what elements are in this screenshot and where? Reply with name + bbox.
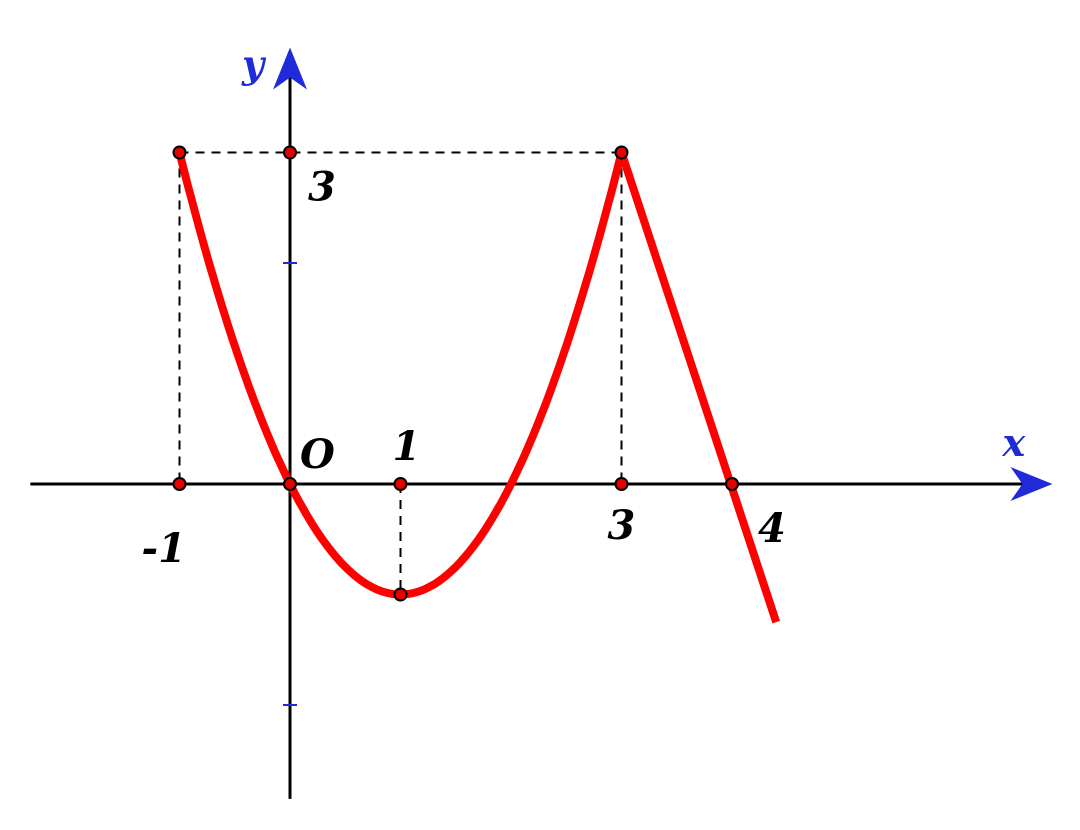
tick-labels: -1 1 3 4 3 O <box>142 164 786 573</box>
x-tick-label-3: 3 <box>608 502 636 549</box>
x-axis-arrow-icon <box>1010 467 1053 501</box>
point-3-3 <box>614 145 629 160</box>
x-tick-label--1: -1 <box>142 525 186 572</box>
point-1-0 <box>393 477 408 491</box>
y-axis-arrow-icon <box>273 47 307 90</box>
dashed-guide-lines <box>178 151 623 595</box>
coordinate-axes: xy <box>30 42 1053 799</box>
point-0-0 <box>283 477 297 491</box>
point-0-3 <box>283 145 297 160</box>
point--1-0 <box>172 477 187 491</box>
marked-points <box>172 145 739 602</box>
x-tick-label-1: 1 <box>393 423 421 470</box>
point-1--1 <box>393 587 408 602</box>
point-3-0 <box>614 477 629 491</box>
x-axis-label: x <box>1001 420 1026 465</box>
point-4-0 <box>725 477 739 491</box>
x-tick-label-4: 4 <box>758 505 786 552</box>
y-tick-label-3: 3 <box>308 164 336 211</box>
function-curve-layer <box>175 148 780 624</box>
y-axis-label: y <box>241 42 267 87</box>
function-curve <box>175 148 780 624</box>
point--1-3 <box>172 145 187 160</box>
origin-label: O <box>300 431 335 478</box>
